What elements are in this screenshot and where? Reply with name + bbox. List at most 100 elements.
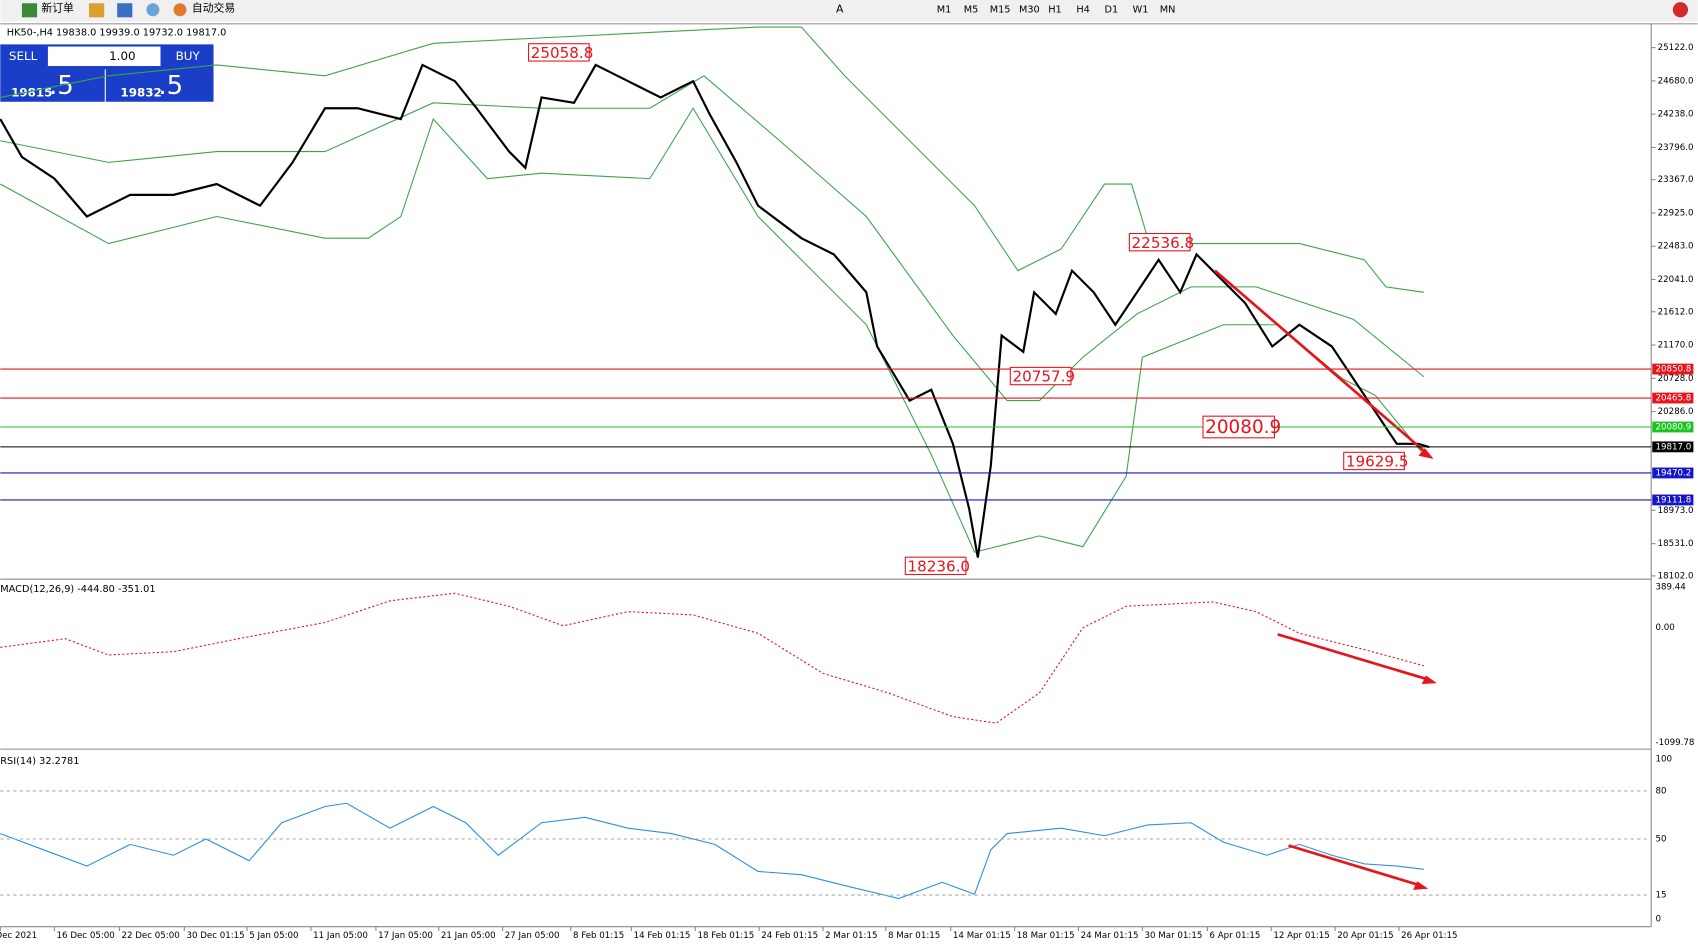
- time-label: 18 Mar 01:15: [1017, 931, 1075, 941]
- macd-tick-label: 389.44: [1656, 582, 1687, 592]
- level-tag-label: 20465.8: [1656, 394, 1692, 404]
- time-label: 24 Feb 01:15: [761, 931, 818, 941]
- time-label: 21 Jan 05:00: [441, 931, 496, 941]
- timeframe-button[interactable]: MN: [1160, 5, 1176, 16]
- timeframe-button[interactable]: H1: [1048, 5, 1062, 16]
- price-tick-label: 18973.0: [1658, 506, 1694, 516]
- time-label: 30 Mar 01:15: [1145, 931, 1203, 941]
- rsi-tick-label: 0: [1656, 915, 1662, 925]
- timeframe-button[interactable]: M5: [964, 5, 979, 16]
- price-annotation: 25058.8: [531, 44, 594, 62]
- price-tick-label: 22925.0: [1658, 208, 1694, 218]
- price-tick-label: 20286.0: [1658, 407, 1694, 417]
- lots-input[interactable]: [47, 46, 161, 67]
- time-label: 14 Mar 01:15: [953, 931, 1011, 941]
- level-tag-label: 19470.2: [1656, 468, 1692, 478]
- price-annotation: 19629.5: [1346, 453, 1409, 471]
- rsi-line: [0, 802, 1424, 900]
- price-annotation-box: [1202, 415, 1275, 439]
- time-label: 11 Jan 05:00: [313, 931, 368, 941]
- bid-fraction[interactable]: .5: [49, 71, 74, 101]
- macd-label: MACD(12,26,9) -444.80 -351.01: [0, 584, 155, 595]
- time-label: 16 Dec 05:00: [57, 931, 115, 941]
- ask-price[interactable]: 19832: [120, 86, 161, 100]
- sell-button[interactable]: SELL: [9, 49, 38, 63]
- price-tick-label: 21170.0: [1658, 341, 1694, 351]
- price-annotation: 20080.9: [1205, 417, 1281, 438]
- arrow-head: [1418, 448, 1434, 460]
- level-tag-label: 19111.8: [1656, 495, 1692, 505]
- macd-arrow: [1277, 633, 1430, 682]
- price-annotation-box: [1009, 366, 1072, 386]
- macd-tick-label: 0.00: [1656, 623, 1675, 633]
- icon[interactable]: [146, 3, 160, 17]
- timeframe-button[interactable]: W1: [1133, 5, 1149, 16]
- level-tag: [1652, 363, 1694, 375]
- time-label: 2 Mar 01:15: [825, 931, 877, 941]
- icon[interactable]: [89, 3, 105, 18]
- rsi-arrow: [1288, 844, 1421, 887]
- timeframe-button[interactable]: M30: [1019, 5, 1040, 16]
- new-order-button[interactable]: 新订单: [41, 1, 74, 15]
- timeframe-button[interactable]: D1: [1104, 5, 1118, 16]
- price-annotation-box: [1343, 451, 1405, 471]
- buy-button[interactable]: BUY: [176, 49, 201, 63]
- time-label: 8 Feb 01:15: [573, 931, 624, 941]
- price-line: [0, 63, 1430, 558]
- time-label: 27 Jan 05:00: [505, 931, 560, 941]
- price-tick-label: 23367.0: [1658, 175, 1694, 185]
- auto-trading-button[interactable]: 自动交易: [192, 1, 235, 15]
- price-tick-label: 25122.0: [1658, 43, 1694, 53]
- lots-value[interactable]: 1.00: [109, 49, 135, 63]
- time-label: 6 Apr 01:15: [1209, 931, 1260, 941]
- bollinger-upper: [0, 26, 1424, 293]
- price-tick-label: 22041.0: [1658, 275, 1694, 285]
- text-tool[interactable]: A: [836, 3, 844, 16]
- timeframe-button[interactable]: M15: [990, 5, 1011, 16]
- level-tag-label: 20850.8: [1656, 365, 1692, 375]
- price-tick-label: 21612.0: [1658, 307, 1694, 317]
- level-tag-label: 20080.9: [1656, 423, 1692, 433]
- icon[interactable]: [117, 3, 133, 18]
- rsi-tick-label: 50: [1656, 834, 1667, 844]
- time-label: 5 Jan 05:00: [249, 931, 298, 941]
- price-tick-label: 18531.0: [1658, 539, 1694, 549]
- price-annotation: 20757.9: [1012, 368, 1075, 386]
- price-tick-label: 23796.0: [1658, 143, 1694, 153]
- arrow-head: [1413, 881, 1429, 890]
- price-annotation: 18236.0: [907, 557, 970, 575]
- price-annotation-box: [904, 556, 967, 576]
- ask-fraction[interactable]: .5: [158, 71, 183, 101]
- toolbar: [0, 0, 1698, 22]
- chart-header: HK50-,H4 19838.0 19939.0 19732.0 19817.0: [7, 27, 227, 38]
- macd-tick-label: -1099.78: [1656, 738, 1695, 748]
- timeframe-button[interactable]: M1: [937, 5, 952, 16]
- rsi-tick-label: 100: [1656, 754, 1673, 764]
- price-tick-label: 18102.0: [1658, 571, 1694, 581]
- price-tick-label: 24680.0: [1658, 76, 1694, 86]
- trend-arrow: [1214, 269, 1428, 455]
- level-tag: [1652, 421, 1694, 433]
- time-label: 12 Apr 01:15: [1273, 931, 1329, 941]
- time-label: 30 Dec 01:15: [186, 931, 244, 941]
- timeframe-button[interactable]: H4: [1076, 5, 1090, 16]
- level-tag: [1652, 441, 1694, 453]
- price-annotation: 22536.8: [1132, 234, 1195, 252]
- time-label: 14 Feb 01:15: [634, 931, 691, 941]
- rsi-tick-label: 80: [1656, 786, 1667, 796]
- auto-trading-icon[interactable]: [173, 3, 187, 17]
- new-order-icon[interactable]: [21, 3, 38, 18]
- level-tag-label: 19817.0: [1656, 442, 1692, 452]
- rsi-label: RSI(14) 32.2781: [0, 756, 79, 767]
- bollinger-lower: [0, 107, 1425, 553]
- notification[interactable]: [1672, 2, 1688, 18]
- rsi-tick-label: 15: [1656, 891, 1667, 901]
- time-label: 20 Apr 01:15: [1337, 931, 1393, 941]
- arrow-head: [1421, 675, 1437, 685]
- time-label: 26 Apr 01:15: [1401, 931, 1457, 941]
- price-tick-label: 20728.0: [1658, 374, 1694, 384]
- time-label: 24 Mar 01:15: [1081, 931, 1139, 941]
- time-label: 8 Mar 01:15: [888, 931, 940, 941]
